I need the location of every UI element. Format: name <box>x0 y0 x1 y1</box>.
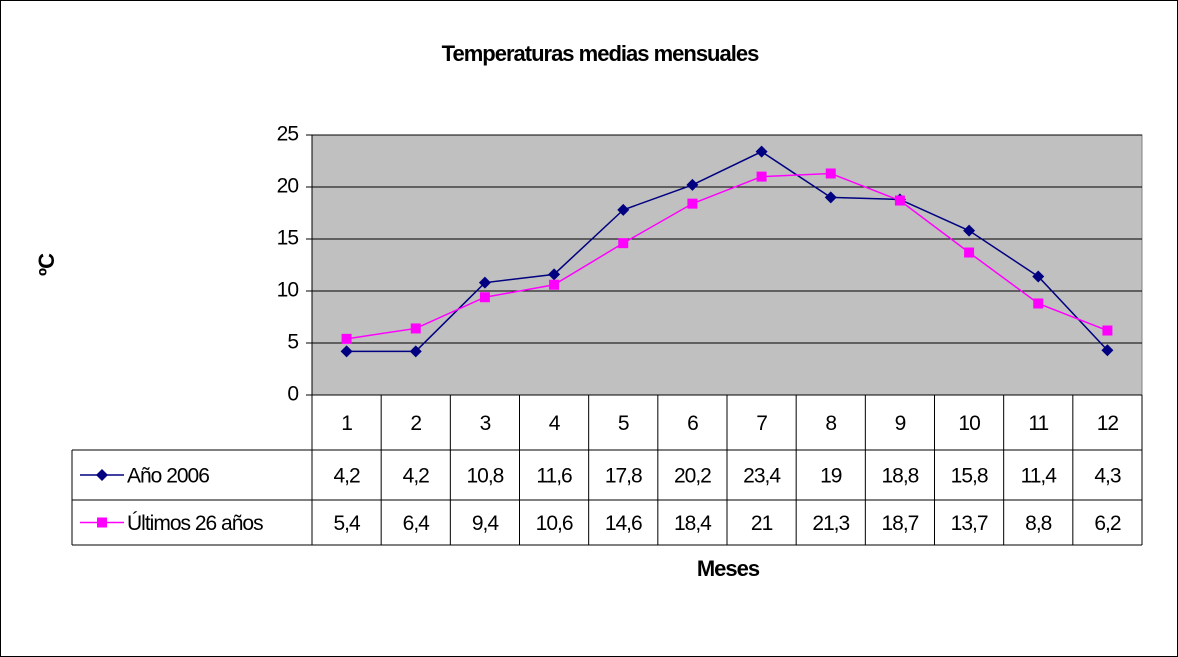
point <box>825 168 836 179</box>
legend-label: Año 2006 <box>127 465 209 488</box>
point <box>618 238 629 249</box>
point <box>341 333 352 344</box>
table-value: 11,4 <box>1021 465 1058 488</box>
table-value: 18,4 <box>674 512 712 535</box>
point <box>617 203 630 216</box>
point <box>478 276 491 289</box>
point <box>963 224 976 237</box>
x-tick-label: 12 <box>1097 412 1119 435</box>
point <box>479 292 490 303</box>
y-tick-label: 10 <box>277 279 299 302</box>
point <box>964 247 975 258</box>
x-tick-label: 3 <box>480 412 491 435</box>
table-value: 18,8 <box>881 465 918 488</box>
legend-label: Últimos 26 años <box>127 512 263 535</box>
point <box>549 279 560 290</box>
point <box>1102 325 1113 336</box>
x-tick-label: 2 <box>410 412 421 435</box>
x-tick-label: 7 <box>756 412 767 435</box>
y-tick-label: 20 <box>277 175 299 198</box>
point <box>686 178 699 191</box>
x-tick-label: 4 <box>549 412 561 435</box>
table-value: 14,6 <box>605 512 642 535</box>
table-value: 21 <box>751 512 773 535</box>
table-value: 4,2 <box>403 465 430 488</box>
point <box>756 171 767 182</box>
y-tick-label: 15 <box>277 227 299 250</box>
point <box>409 345 422 358</box>
point <box>687 198 698 209</box>
table-value: 10,6 <box>536 512 573 535</box>
table-value: 23,4 <box>743 465 781 488</box>
y-axis-label: ºC <box>34 253 59 276</box>
x-tick-label: 11 <box>1028 412 1048 435</box>
table-value: 17,8 <box>605 465 642 488</box>
legend-marker <box>97 517 107 528</box>
x-tick-label: 9 <box>895 412 906 435</box>
x-tick-label: 5 <box>618 412 629 435</box>
y-tick-label: 0 <box>287 383 298 406</box>
point <box>894 195 905 206</box>
table-value: 9,4 <box>472 512 500 535</box>
table-value: 10,8 <box>466 465 503 488</box>
point <box>1101 344 1114 357</box>
x-tick-label: 6 <box>687 412 698 435</box>
x-tick-label: 8 <box>825 412 836 435</box>
x-tick-label: 10 <box>958 412 980 435</box>
table-value: 8,8 <box>1025 512 1052 535</box>
table-value: 21,3 <box>812 512 849 535</box>
series-line <box>346 172 1108 340</box>
table-value: 15,8 <box>951 465 988 488</box>
table-value: 5,4 <box>333 512 361 535</box>
table-value: 19 <box>820 465 842 488</box>
table-value: 13,7 <box>951 512 988 535</box>
y-tick-label: 25 <box>277 123 299 146</box>
table-value: 20,2 <box>674 465 711 488</box>
point <box>340 345 353 358</box>
point <box>410 323 421 334</box>
table-value: 4,2 <box>333 465 360 488</box>
table-value: 4,3 <box>1094 465 1121 488</box>
table-value: 11,6 <box>536 465 572 488</box>
point <box>1033 298 1044 309</box>
legend-marker <box>96 469 108 481</box>
y-tick-label: 5 <box>287 331 298 354</box>
x-tick-label: 1 <box>341 412 352 435</box>
chart-title: Temperaturas medias mensuales <box>442 41 759 66</box>
point <box>824 191 837 204</box>
point <box>755 145 768 158</box>
plot-area <box>311 134 1143 396</box>
x-axis-label: Meses <box>697 556 760 581</box>
point <box>548 268 561 281</box>
point <box>1032 270 1045 283</box>
table-value: 6,4 <box>403 512 431 535</box>
table-value: 18,7 <box>881 512 918 535</box>
series-line <box>346 150 1108 353</box>
table-value: 6,2 <box>1094 512 1121 535</box>
